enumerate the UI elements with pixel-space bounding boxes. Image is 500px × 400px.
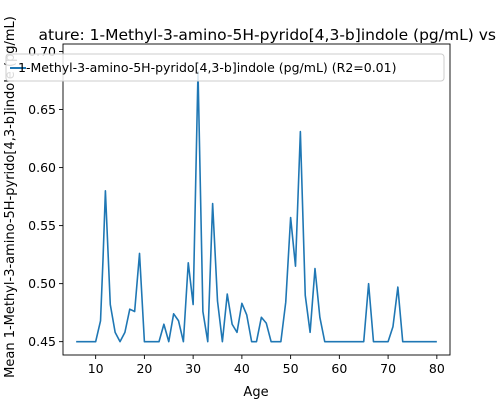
- x-axis-label: Age: [243, 385, 268, 400]
- x-tick-label: 10: [88, 361, 104, 376]
- x-tick-label: 70: [380, 361, 396, 376]
- x-tick-label: 20: [136, 361, 152, 376]
- y-tick-label: 0.65: [28, 102, 56, 117]
- y-axis-label: Mean 1-Methyl-3-amino-5H-pyrido[4,3-b]in…: [3, 16, 18, 378]
- legend-label: 1-Methyl-3-amino-5H-pyrido[4,3-b]indole …: [18, 60, 396, 75]
- x-tick-label: 50: [283, 361, 299, 376]
- chart-title: ature: 1-Methyl-3-amino-5H-pyrido[4,3-b]…: [39, 26, 500, 44]
- series-line: [76, 70, 437, 343]
- axes-frame: [62, 43, 451, 356]
- y-tick-label: 0.50: [28, 276, 56, 291]
- x-tick-label: 30: [185, 361, 201, 376]
- legend: 1-Methyl-3-amino-5H-pyrido[4,3-b]indole …: [5, 53, 445, 82]
- x-tick-label: 40: [234, 361, 250, 376]
- plot-area: 10 20 30 40 50 60 70 800.450.500.550.600.650.70: [28, 43, 451, 376]
- x-tick-label: 80: [429, 361, 445, 376]
- y-tick-label: 0.45: [28, 334, 56, 349]
- legend-box: [5, 53, 445, 82]
- y-tick-label: 0.55: [28, 218, 56, 233]
- y-tick-label: 0.60: [28, 160, 56, 175]
- x-tick-label: 60: [331, 361, 347, 376]
